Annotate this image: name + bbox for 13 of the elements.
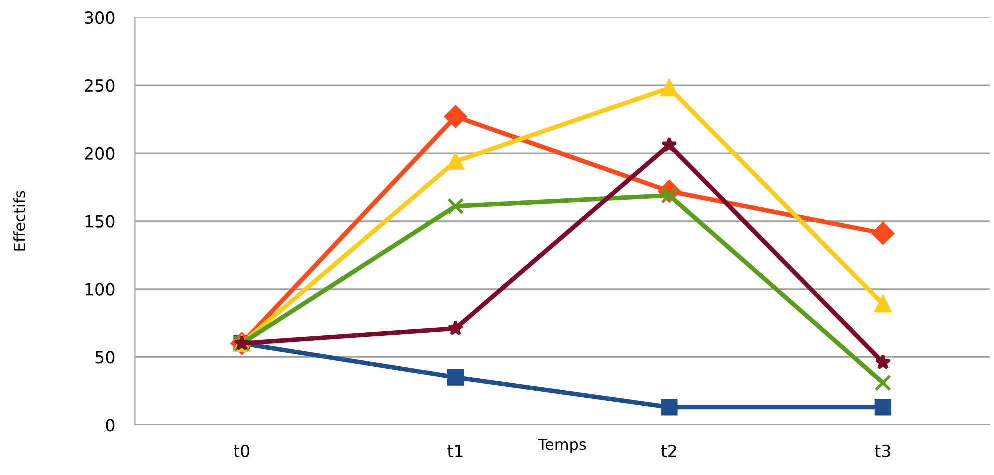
y-tick-label: 0: [106, 419, 115, 432]
x-tick-label: t3: [875, 444, 890, 458]
x-axis-title: Temps: [538, 438, 586, 454]
y-axis-title: Effectifs: [14, 191, 26, 251]
x-tick-label: t2: [661, 444, 676, 458]
y-tick-label: 150: [86, 215, 115, 228]
y-tick-label: 100: [86, 283, 115, 296]
y-tick-label: 50: [96, 351, 115, 364]
y-tick-label: 300: [85, 12, 115, 24]
y-tick-label: 200: [85, 147, 115, 160]
y-tick-label: 250: [85, 79, 115, 92]
x-tick-label: t1: [448, 445, 463, 458]
x-tick-label: t0: [234, 444, 250, 458]
